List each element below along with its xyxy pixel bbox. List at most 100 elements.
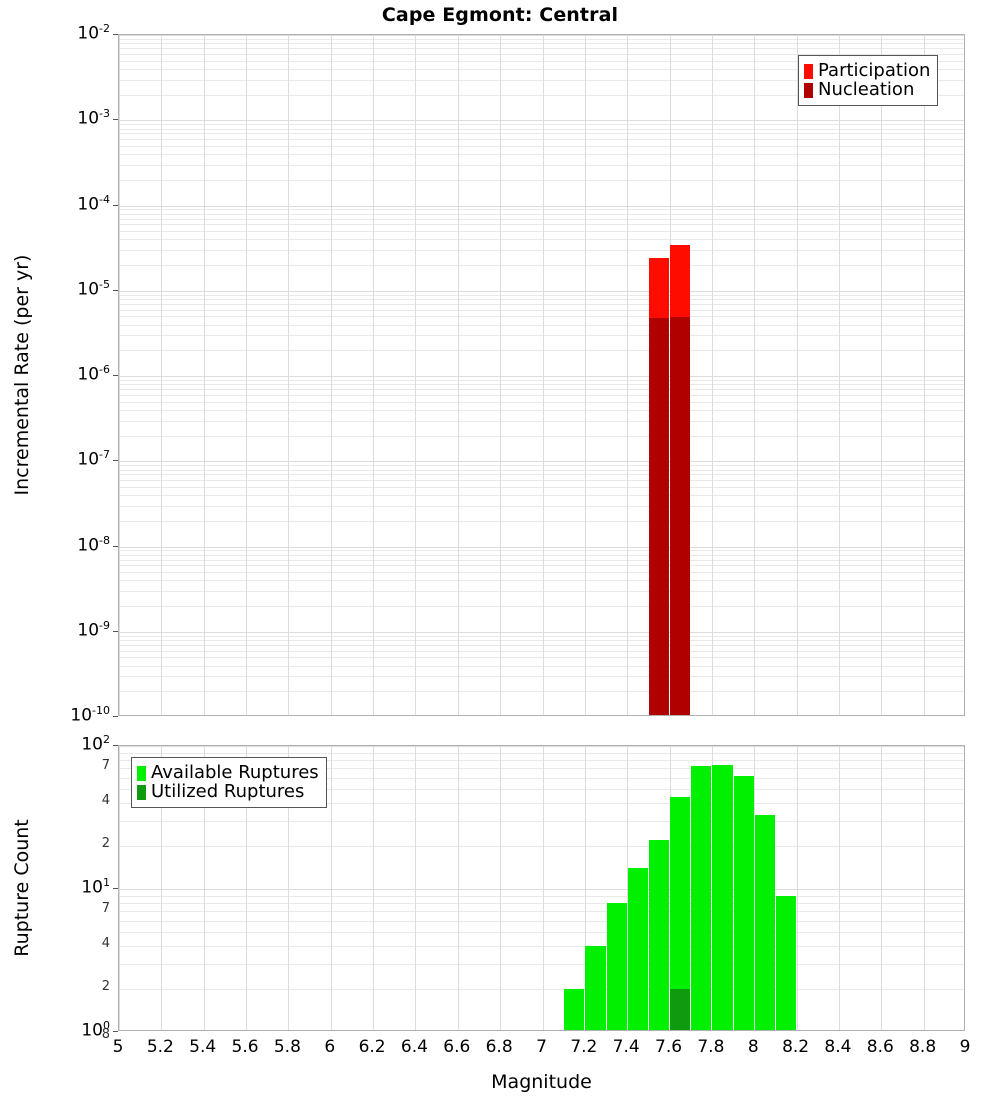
gridline-h (119, 963, 964, 965)
y-tick-label: 10-6 (77, 363, 110, 385)
y-tick-label-minor: 4 (101, 792, 110, 808)
gridline-h (119, 932, 964, 934)
gridline-h (119, 394, 964, 396)
gridline-h (119, 48, 964, 50)
legend-label: Utilized Ruptures (151, 781, 305, 802)
legend-swatch-icon (804, 82, 813, 98)
gridline-h (119, 746, 964, 747)
gridline-v (881, 35, 883, 715)
gridline-v (584, 746, 586, 1030)
gridline-h (119, 120, 964, 122)
gridline-h (119, 309, 964, 311)
gridline-h (119, 572, 964, 574)
gridline-h (119, 580, 964, 582)
gridline-h (119, 631, 964, 633)
gridline-h (119, 465, 964, 467)
gridline-h (119, 290, 964, 292)
gridline-h (119, 420, 964, 422)
bar-nucleation (648, 317, 670, 715)
gridline-h (119, 889, 964, 890)
gridline-h (119, 495, 964, 497)
gridline-h (119, 205, 964, 207)
bar-available-ruptures (564, 988, 585, 1030)
legend-item[interactable]: Participation (804, 62, 930, 80)
gridline-h (119, 640, 964, 641)
gridline-h (119, 591, 964, 593)
y-tick-mark (113, 545, 118, 547)
bar-available-ruptures (627, 868, 648, 1030)
x-tick-label: 8 (747, 1037, 759, 1057)
x-tick-label: 6.8 (485, 1037, 513, 1057)
top-y-axis-ticks: 10-2 10-3 10-4 10-5 10-6 10-7 10-8 10-9 10-10 (0, 0, 118, 1100)
y-tick-mark (113, 460, 118, 462)
y-tick-label: 10-4 (77, 192, 110, 215)
gridline-v (500, 35, 502, 715)
gridline-h (119, 294, 964, 296)
gridline-v (457, 35, 459, 715)
gridline-h (119, 546, 964, 548)
gridline-h (119, 480, 964, 482)
y-tick-label: 10-5 (77, 277, 110, 300)
gridline-h (119, 606, 964, 608)
gridline-h (119, 676, 964, 678)
y-tick-mark (113, 375, 118, 376)
bar-utilized-ruptures (670, 988, 691, 1030)
gridline-h (119, 224, 964, 226)
x-tick-label: 7.8 (697, 1037, 725, 1057)
gridline-h (119, 218, 964, 220)
x-tick-label: 5.8 (273, 1037, 301, 1057)
legend-item[interactable]: Nucleation (804, 81, 930, 99)
gridline-h (119, 389, 964, 391)
gridline-h (119, 752, 964, 754)
gridline-v (246, 35, 248, 715)
gridline-h (119, 768, 964, 770)
gridline-h (119, 139, 964, 141)
gridline-h (119, 920, 964, 922)
bar-available-ruptures (775, 895, 797, 1030)
y-tick-mark (113, 204, 118, 206)
gridline-h (119, 902, 964, 904)
legend-item[interactable]: Utilized Ruptures (137, 783, 319, 801)
gridline-v (542, 746, 544, 1030)
x-tick-label: 8.4 (824, 1037, 852, 1057)
y-tick-label: 10-2 (77, 22, 110, 44)
gridline-h (119, 520, 964, 522)
gridline-v (330, 746, 332, 1030)
bar-available-ruptures (606, 902, 627, 1030)
x-tick-label: 7 (536, 1037, 547, 1057)
bottom-y-axis-ticks: 102 101 100 7 4 2 7 4 2 8 (0, 0, 118, 1100)
gridline-h (119, 299, 964, 300)
gridline-v (203, 35, 205, 715)
x-tick-label: 6.6 (443, 1037, 471, 1057)
legend-swatch-icon (137, 765, 146, 781)
gridline-v (923, 746, 925, 1030)
gridline-v (627, 35, 629, 715)
gridline-h (119, 409, 964, 411)
gridline-h (119, 469, 964, 471)
gridline-h (119, 124, 964, 126)
gridline-h (119, 213, 964, 215)
x-tick-label: 7.4 (612, 1037, 640, 1057)
gridline-h (119, 303, 964, 305)
gridline-h (119, 435, 964, 437)
y-tick-mark (113, 289, 118, 291)
y-tick-label: 10-8 (77, 533, 110, 556)
gridline-v (711, 35, 713, 715)
gridline-v (584, 35, 586, 715)
gridline-h (119, 565, 964, 567)
gridline-h (119, 79, 964, 81)
bar-available-ruptures (585, 945, 606, 1030)
gridline-h (119, 43, 964, 45)
legend-item[interactable]: Available Ruptures (137, 764, 319, 782)
gridline-h (119, 759, 964, 761)
legend-top: Participation Nucleation (798, 55, 939, 106)
gridline-h (119, 154, 964, 156)
legend-label: Available Ruptures (151, 762, 319, 783)
y-tick-label: 101 (81, 876, 110, 898)
x-tick-label: 5.4 (189, 1037, 217, 1057)
gridline-v (288, 746, 290, 1030)
y-tick-label-minor: 7 (101, 901, 110, 917)
gridline-h (119, 474, 964, 476)
gridline-h (119, 316, 964, 318)
x-tick-label: 7.2 (570, 1037, 598, 1057)
